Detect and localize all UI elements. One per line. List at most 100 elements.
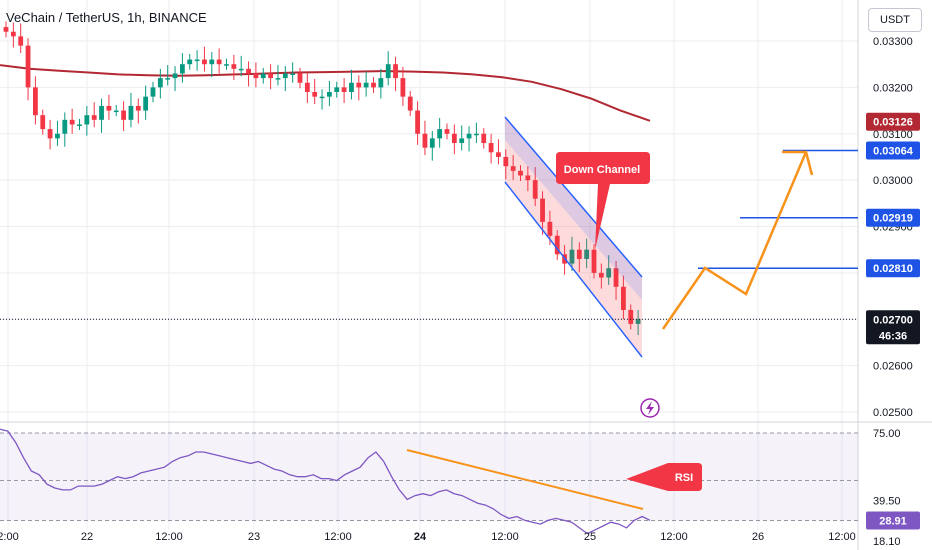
- price-levels: [0, 149, 858, 320]
- candle-body: [69, 119, 75, 125]
- candle-body: [99, 105, 104, 120]
- candlestick-series: [3, 21, 641, 336]
- time-tick-label: 12:00: [491, 531, 519, 543]
- countdown-label: 46:36: [879, 330, 907, 342]
- candle-body: [378, 78, 384, 88]
- down-channel-drawing[interactable]: [504, 116, 643, 358]
- price-tick-label: 0.03300: [873, 36, 913, 48]
- candle-body: [393, 64, 398, 79]
- candle-body: [165, 78, 171, 80]
- price-level-tag-label: 0.02810: [873, 263, 913, 275]
- down-channel-callout: [556, 152, 650, 250]
- candle-body: [459, 138, 465, 144]
- candle-body: [488, 143, 494, 153]
- currency-button[interactable]: USDT: [868, 8, 922, 32]
- candle-body: [429, 138, 435, 148]
- candle-body: [135, 105, 141, 111]
- candle-body: [584, 249, 590, 259]
- projection-arrowhead: [782, 150, 814, 176]
- candle-body: [437, 129, 443, 139]
- candle-body: [150, 87, 156, 97]
- time-tick-label: 12:00: [324, 531, 352, 543]
- candle-body: [202, 59, 207, 65]
- candle-body: [341, 87, 347, 93]
- candle-body: [334, 87, 340, 93]
- ma-line: [0, 64, 651, 122]
- candle-body: [474, 133, 479, 136]
- candle-body: [106, 105, 112, 111]
- candle-body: [525, 175, 531, 181]
- candle-body: [444, 129, 450, 134]
- time-tick-label: 12:00: [828, 531, 856, 543]
- price-level-tag-label: 0.02919: [873, 213, 913, 225]
- time-tick-label: 12:00: [155, 531, 183, 543]
- candle-body: [363, 82, 369, 88]
- candle-body: [180, 64, 185, 74]
- price-tick-label: 0.03100: [873, 129, 913, 141]
- candle-body: [598, 272, 604, 278]
- candle-body: [25, 45, 31, 88]
- candle-body: [466, 133, 472, 139]
- channel-fill-upper: [505, 117, 642, 300]
- candle-body: [400, 78, 406, 97]
- candle-body: [356, 82, 362, 88]
- candle-body: [319, 96, 325, 99]
- candle-body: [510, 166, 516, 171]
- time-tick-label: 24: [414, 531, 427, 543]
- rsi-tick-label: 18.10: [873, 536, 901, 548]
- candle-body: [113, 110, 119, 113]
- price-level-tag: [866, 208, 920, 227]
- price-level-tag-label: 0.02700: [873, 314, 913, 326]
- lightning-bolt: [646, 401, 654, 415]
- candle-body: [216, 59, 222, 65]
- candle-body: [121, 110, 126, 120]
- candle-body: [187, 59, 193, 65]
- candle-body: [371, 82, 376, 88]
- candle-body: [422, 133, 428, 148]
- candle-body: [62, 119, 68, 134]
- projection-line: [661, 151, 808, 330]
- projection-path[interactable]: [661, 150, 814, 330]
- price-level-tag: [866, 259, 920, 278]
- channel-lower-line: [504, 181, 643, 358]
- candle-body: [253, 73, 259, 79]
- candle-body: [40, 115, 46, 130]
- candle-body: [231, 64, 237, 69]
- candle-body: [606, 268, 612, 278]
- candle-body: [547, 221, 553, 236]
- rsi-line: [0, 428, 651, 535]
- candle-body: [10, 31, 16, 37]
- candle-body: [532, 180, 538, 199]
- rsi-value-tag: [866, 511, 920, 530]
- candle-body: [275, 78, 281, 80]
- rsi-callout: [626, 463, 702, 491]
- moving-average-line: [0, 64, 651, 122]
- time-tick-label: 26: [752, 531, 764, 543]
- axes: 0.033000.032000.031000.030000.029000.028…: [0, 36, 920, 548]
- time-tick-label: 23: [248, 531, 260, 543]
- candle-body: [569, 249, 575, 264]
- candle-body: [268, 73, 273, 79]
- candle-body: [628, 309, 634, 324]
- candle-body: [621, 286, 626, 310]
- chart-title: VeChain / TetherUS, 1h, BINANCE: [6, 10, 207, 25]
- candle-body: [290, 73, 296, 75]
- rsi-tick-label: 75.00: [873, 428, 901, 440]
- candle-body: [18, 36, 24, 46]
- candle-body: [349, 82, 354, 93]
- candle-body: [128, 105, 134, 120]
- candle-body: [327, 92, 332, 97]
- rsi-trend-line: [406, 449, 644, 510]
- candle-body: [84, 115, 90, 125]
- rsi-pane: RSI: [0, 428, 858, 535]
- candle-body: [194, 59, 200, 62]
- candle-body: [224, 64, 229, 66]
- candle-body: [238, 68, 244, 71]
- candle-body: [246, 68, 251, 74]
- time-tick-label: 22: [81, 531, 93, 543]
- candle-body: [33, 87, 38, 116]
- price-level-tag: [866, 112, 920, 131]
- channel-upper-line: [504, 116, 643, 278]
